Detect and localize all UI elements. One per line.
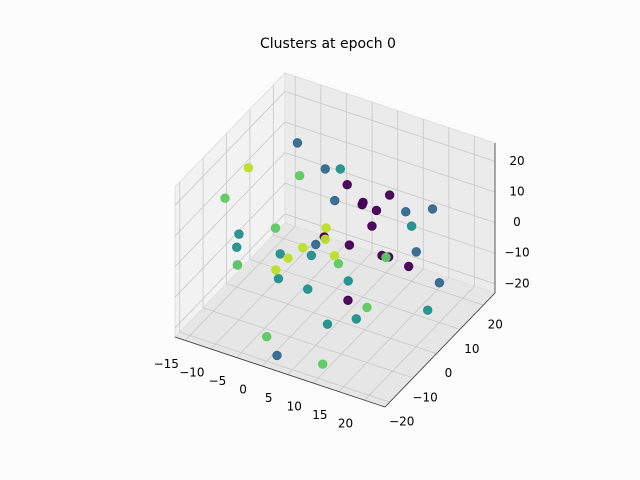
grid-line — [287, 260, 398, 375]
grid-line — [338, 277, 450, 392]
point — [344, 240, 355, 250]
point — [311, 239, 321, 250]
point — [371, 205, 382, 216]
point — [262, 331, 272, 342]
grid-line — [184, 226, 296, 341]
x-tick-label: 20 — [338, 417, 353, 431]
point — [367, 221, 377, 231]
point — [381, 252, 391, 263]
grid-line — [174, 121, 286, 237]
point — [362, 302, 372, 313]
point — [234, 229, 244, 239]
point — [232, 242, 242, 252]
y-tick-label: −10 — [412, 390, 437, 404]
grid-line — [273, 234, 484, 306]
point — [270, 223, 281, 233]
point — [330, 195, 340, 206]
point — [401, 207, 411, 217]
grid-line — [226, 283, 437, 355]
z-tick-label: 20 — [509, 154, 524, 168]
point — [343, 276, 353, 286]
point — [232, 260, 243, 270]
point — [322, 319, 333, 329]
point — [283, 253, 293, 263]
point — [351, 314, 362, 324]
x-tick-label: 5 — [265, 391, 273, 405]
chart-title: Clusters at epoch 0 — [260, 36, 396, 52]
point — [273, 273, 284, 284]
point — [275, 249, 285, 259]
x-tick-label: −5 — [209, 374, 227, 388]
grid-line — [313, 268, 424, 384]
x-tick-label: −10 — [179, 365, 204, 379]
point — [272, 350, 282, 361]
point — [406, 221, 417, 231]
point — [403, 261, 414, 272]
point — [384, 190, 395, 200]
z-tick-label: −20 — [504, 276, 529, 290]
grid-line — [210, 234, 322, 350]
z-tick-label: 10 — [509, 184, 524, 198]
point — [220, 193, 230, 203]
point — [243, 163, 254, 173]
axis-line — [174, 336, 386, 408]
y-tick-label: 0 — [445, 366, 453, 380]
point — [306, 250, 317, 261]
point — [320, 164, 330, 174]
y-tick-label: 20 — [488, 318, 503, 332]
grid-line — [364, 285, 475, 401]
point — [342, 179, 352, 190]
point — [423, 305, 433, 315]
grid-line — [284, 121, 496, 193]
grid-line — [174, 152, 286, 267]
point — [303, 284, 313, 294]
grid-line — [284, 182, 496, 254]
x-tick-label: 10 — [287, 400, 302, 414]
z-tick-label: 0 — [513, 215, 521, 229]
point — [271, 265, 281, 275]
point — [321, 223, 331, 233]
grid-line — [174, 182, 286, 298]
z-tick-label: −10 — [504, 246, 529, 260]
point — [320, 234, 330, 245]
point — [329, 250, 340, 261]
point — [298, 242, 308, 253]
axis-line — [384, 292, 496, 408]
grid-line — [284, 213, 496, 285]
point — [434, 278, 445, 288]
point — [335, 164, 346, 174]
point — [333, 258, 344, 269]
y-tick-label: 10 — [464, 342, 479, 356]
point — [343, 295, 353, 306]
point — [358, 197, 368, 208]
y-tick-label: −20 — [389, 415, 414, 429]
grid-line — [261, 251, 373, 367]
grid-line — [174, 213, 286, 329]
point — [294, 170, 305, 181]
x-tick-label: 15 — [312, 408, 327, 422]
grid-line — [249, 259, 461, 330]
point — [427, 204, 438, 214]
grid-line — [236, 243, 347, 358]
x-tick-label: 0 — [239, 383, 247, 397]
grid-line — [179, 331, 390, 403]
point — [317, 359, 328, 369]
grid-line — [202, 307, 414, 379]
grid-line — [284, 152, 496, 223]
point — [292, 138, 303, 148]
x-tick-label: −15 — [154, 357, 179, 371]
point — [411, 247, 421, 257]
grid-line — [174, 91, 286, 206]
grid-line — [284, 90, 496, 162]
